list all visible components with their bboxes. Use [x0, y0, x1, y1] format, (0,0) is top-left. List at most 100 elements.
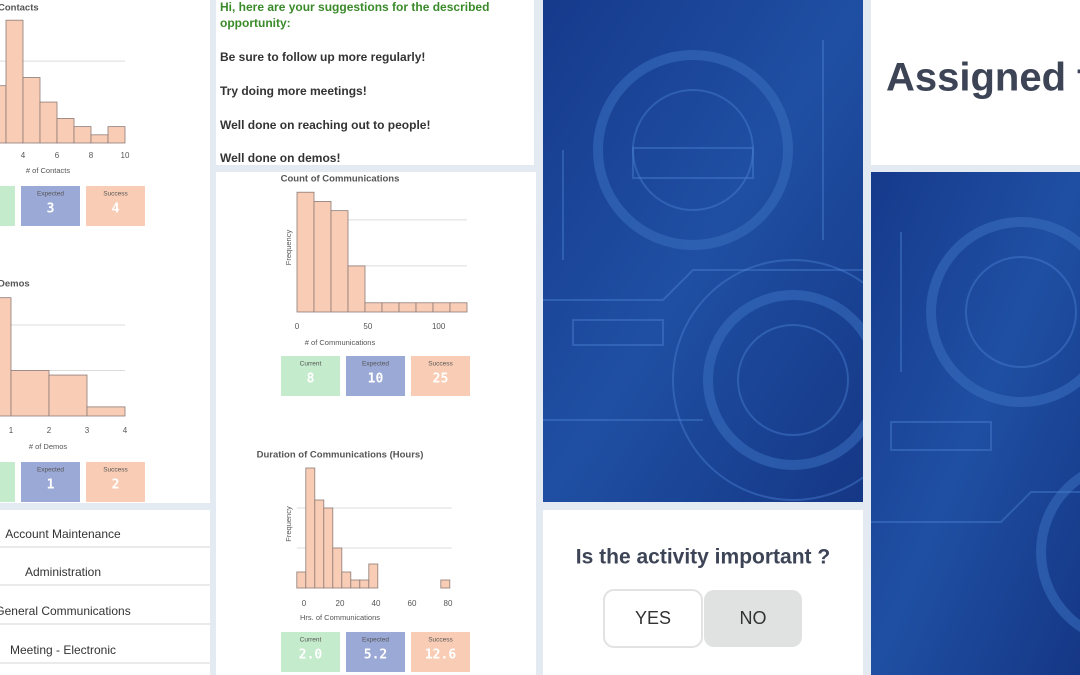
assigned-title: Assigned to — [886, 56, 1080, 100]
x-axis-label: # of Communications — [305, 338, 376, 347]
bar — [296, 191, 315, 313]
suggestion: Well done on reaching out to people! — [220, 118, 430, 132]
x-tick-label: 20 — [336, 599, 345, 608]
bar — [22, 77, 41, 144]
question: Is the activity important ? — [576, 546, 830, 569]
stat-value: 1 — [47, 478, 55, 493]
stat-label: Current — [300, 361, 322, 368]
button-label[interactable]: YES — [635, 608, 671, 628]
x-tick-label: 1 — [9, 426, 14, 435]
no-button[interactable]: NO — [704, 590, 802, 647]
stat-value: 3 — [47, 202, 55, 217]
stat-label: Success — [103, 191, 128, 198]
stat-box — [0, 186, 15, 226]
x-tick-label: 3 — [85, 426, 90, 435]
suggestions-panel: Hi, here are your suggestions for the de… — [216, 0, 534, 165]
x-tick-label: 4 — [123, 426, 128, 435]
bar — [341, 571, 352, 589]
stat-box — [346, 632, 405, 672]
stat-label: Expected — [37, 467, 64, 474]
bar — [73, 126, 92, 144]
stat-label: Success — [428, 637, 453, 644]
x-tick-label: 4 — [21, 151, 26, 160]
stat-label: Expected — [37, 191, 64, 198]
bar — [90, 134, 109, 144]
bar — [48, 374, 88, 417]
stat-value: 10 — [368, 372, 384, 387]
bar — [86, 406, 126, 417]
y-axis-label: Frequency — [284, 230, 293, 266]
bar — [10, 370, 50, 417]
stat-box — [86, 186, 145, 226]
assigned-panel: Assigned to — [871, 0, 1080, 165]
stat-value: 25 — [433, 372, 449, 387]
activity-item: Account Maintenance — [5, 527, 121, 541]
y-axis-label: Frequency — [284, 506, 293, 542]
x-axis-label: # of Contacts — [26, 166, 70, 175]
x-tick-label: 50 — [363, 322, 372, 331]
x-tick-label: 0 — [302, 599, 307, 608]
bar — [432, 302, 451, 313]
stat-value: 2.0 — [299, 648, 323, 663]
suggestion: Be sure to follow up more regularly! — [220, 50, 425, 64]
chart-title: Count of Communications — [281, 174, 400, 185]
x-tick-label: 80 — [444, 599, 453, 608]
stat-label: Success — [103, 467, 128, 474]
stat-box — [281, 356, 340, 396]
x-axis-label: # of Demos — [29, 442, 68, 451]
x-tick-label: 60 — [408, 599, 417, 608]
stat-box — [411, 356, 470, 396]
x-tick-label: 6 — [55, 151, 60, 160]
button-label[interactable]: NO — [740, 608, 767, 628]
stat-value: 8 — [307, 372, 315, 387]
stat-label: Expected — [362, 637, 389, 644]
bar — [39, 101, 58, 144]
tech-image — [871, 172, 1080, 675]
x-tick-label: 0 — [295, 322, 300, 331]
chart-title: Contacts — [0, 3, 39, 14]
stat-value: 4 — [112, 202, 120, 217]
bar — [296, 571, 307, 589]
panel-bg — [216, 172, 536, 675]
bar — [330, 210, 349, 313]
suggestion: Well done on demos! — [220, 151, 340, 165]
bar — [398, 302, 417, 313]
bar — [350, 579, 361, 589]
tech-image — [543, 0, 863, 502]
bar — [323, 507, 334, 589]
stat-value: 2 — [112, 478, 120, 493]
x-tick-label: 8 — [89, 151, 94, 160]
stat-value: 12.6 — [425, 648, 456, 663]
suggestion: Try doing more meetings! — [220, 84, 367, 98]
x-tick-label: 2 — [47, 426, 52, 435]
greeting: Hi, here are your suggestions for the de… — [220, 0, 489, 14]
bar — [107, 126, 126, 144]
bar — [359, 579, 370, 589]
stat-label: Success — [428, 361, 453, 368]
bar — [415, 302, 434, 313]
bar — [56, 118, 75, 144]
stat-label: Current — [300, 637, 322, 644]
histogram-panel: 4 6 8 10 Contacts # of Contacts Expected 3 Succe… — [0, 0, 210, 503]
chart-title: Duration of Communications (Hours) — [257, 450, 424, 461]
x-axis-label: Hrs. of Communications — [300, 613, 380, 622]
bar — [449, 302, 468, 313]
activity-item: Meeting - Electronic — [10, 643, 116, 657]
bar — [364, 302, 383, 313]
stat-box — [346, 356, 405, 396]
stat-box — [21, 462, 80, 502]
stat-box — [0, 462, 15, 502]
bar — [347, 265, 366, 313]
bar — [440, 579, 451, 589]
bar — [332, 547, 343, 589]
panel-bg — [0, 0, 210, 503]
stat-box — [21, 186, 80, 226]
panel-bg — [0, 510, 210, 675]
yes-button[interactable]: YES — [603, 589, 703, 648]
bar — [5, 19, 24, 144]
x-tick-label: 40 — [372, 599, 381, 608]
activity-item: Administration — [25, 565, 101, 579]
activity-list: Account Maintenance Administration General… — [0, 510, 210, 675]
